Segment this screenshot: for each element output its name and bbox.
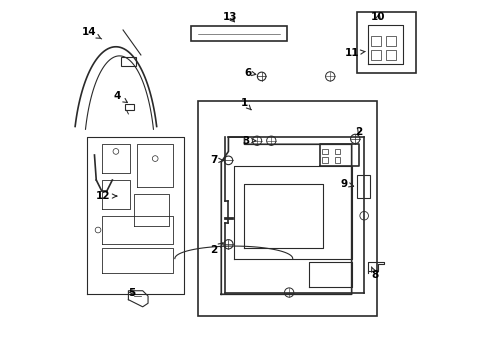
Text: 2: 2 (354, 127, 362, 137)
Bar (334, 157, 340, 163)
Bar (370, 50, 381, 60)
Text: 4: 4 (114, 91, 127, 103)
Bar (385, 36, 395, 46)
Text: 12: 12 (96, 191, 117, 201)
Bar (121, 57, 135, 66)
Text: 7: 7 (210, 156, 223, 165)
Text: 5: 5 (128, 288, 135, 297)
Text: 13: 13 (223, 13, 237, 22)
Text: 8: 8 (370, 267, 378, 280)
Bar (334, 149, 340, 154)
Text: 11: 11 (344, 48, 364, 58)
Text: 9: 9 (340, 179, 353, 189)
Bar (356, 12, 415, 73)
Text: 1: 1 (241, 98, 250, 110)
Bar (322, 157, 327, 163)
Bar (124, 104, 134, 111)
Bar (356, 175, 369, 198)
Text: 3: 3 (242, 136, 255, 146)
Text: 14: 14 (81, 27, 102, 39)
Text: 2: 2 (210, 243, 223, 255)
Bar (385, 50, 395, 60)
Text: 6: 6 (244, 68, 255, 78)
Bar (322, 149, 327, 154)
Bar (370, 36, 381, 46)
Text: 10: 10 (370, 13, 385, 22)
